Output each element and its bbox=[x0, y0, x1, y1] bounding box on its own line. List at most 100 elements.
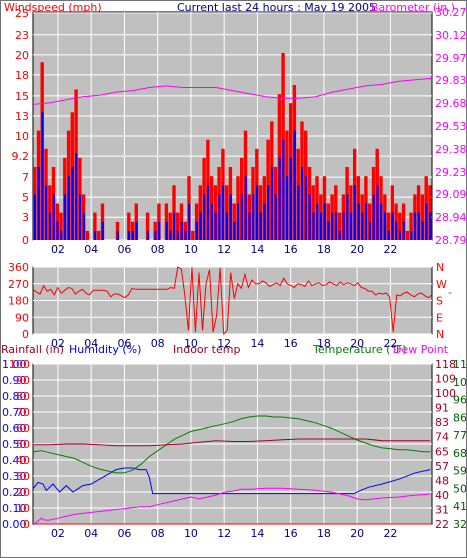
humidity-tick: 0 bbox=[23, 518, 30, 531]
wind-x-tick: 06 bbox=[117, 243, 131, 256]
gust-bar bbox=[194, 203, 199, 240]
wind-x-tick: 10 bbox=[184, 243, 198, 256]
rainfall-tick: 0.20 bbox=[2, 486, 27, 499]
gust-bar bbox=[179, 203, 184, 240]
humidity-tick: 80 bbox=[16, 390, 30, 403]
wind-bar bbox=[267, 185, 270, 240]
direction-left-tick: 0 bbox=[22, 328, 29, 341]
wind-bar bbox=[218, 194, 221, 240]
rainfall-axis-title: Rainfall (in) bbox=[1, 343, 64, 356]
indoor-temp-tick: 57 bbox=[435, 460, 449, 473]
gust-bar bbox=[176, 212, 180, 240]
wind-left-tick: 0 bbox=[22, 234, 29, 247]
wind-bar bbox=[252, 194, 255, 240]
indoor-temp-tick: 109 bbox=[435, 373, 456, 386]
wind-bar bbox=[429, 212, 432, 240]
wind-bar bbox=[49, 212, 52, 240]
humidity-tick: 70 bbox=[16, 406, 30, 419]
indoor-temp-tick: 100 bbox=[435, 387, 456, 400]
rainfall-tick: 0.00 bbox=[2, 518, 27, 531]
wind-x-tick: 18 bbox=[317, 243, 331, 256]
gust-bar bbox=[168, 212, 172, 240]
plots-layer: 02 04 06 08 10 12 14 16 18 20 2203579.210131518202… bbox=[2, 6, 466, 540]
rainfall-tick: 0.30 bbox=[2, 470, 27, 483]
gust-bar bbox=[326, 203, 330, 240]
wind-bar bbox=[222, 185, 225, 240]
wind-bar bbox=[37, 167, 40, 240]
wind-x-tick: 04 bbox=[84, 243, 98, 256]
gust-bar bbox=[145, 212, 150, 240]
gust-bar bbox=[127, 212, 131, 240]
wind-bar bbox=[395, 221, 398, 240]
wind-bar bbox=[282, 139, 285, 240]
temperature-tick: 115 bbox=[453, 358, 466, 371]
temp-x-tick: 20 bbox=[350, 527, 364, 540]
wind-bar bbox=[79, 194, 82, 240]
wind-bar bbox=[199, 212, 202, 240]
wind-bar bbox=[338, 230, 341, 240]
humidity-tick: 90 bbox=[16, 374, 30, 387]
gust-bar bbox=[337, 212, 342, 240]
wind-bar bbox=[263, 203, 266, 240]
wind-left-tick: 3 bbox=[22, 211, 29, 224]
wind-bar bbox=[380, 203, 383, 240]
gust-bar bbox=[394, 203, 398, 240]
temperature-tick: 32 bbox=[453, 518, 466, 531]
indoor-temp-tick: 118 bbox=[435, 358, 456, 371]
humidity-tick: 30 bbox=[16, 470, 30, 483]
barometer-right-tick: 29.53 bbox=[435, 120, 466, 133]
barometer-right-tick: 30.27 bbox=[435, 6, 466, 19]
wind-bar bbox=[335, 212, 338, 240]
indoor-temp-tick: 74 bbox=[435, 431, 449, 444]
wind-bar bbox=[391, 212, 394, 240]
chart-title: Current last 24 hours : May 19 2005 bbox=[177, 1, 376, 14]
wind-left-tick: 5 bbox=[22, 191, 29, 204]
wind-left-tick: 10 bbox=[15, 130, 29, 143]
temp-x-tick: 22 bbox=[383, 527, 397, 540]
gust-bar bbox=[191, 230, 195, 240]
direction-x-tick: 12 bbox=[217, 337, 231, 350]
wind-bar bbox=[94, 230, 97, 240]
rainfall-tick: 0.70 bbox=[2, 406, 27, 419]
barometer-right-tick: 29.68 bbox=[435, 97, 466, 110]
wind-left-tick: 25 bbox=[15, 7, 29, 20]
wind-bar bbox=[214, 212, 217, 240]
indoor-temp-tick: 65 bbox=[435, 445, 449, 458]
barometer-right-tick: 29.38 bbox=[435, 143, 466, 156]
wind-left-tick: 7 bbox=[22, 171, 29, 184]
rainfall-tick: 0.60 bbox=[2, 422, 27, 435]
wind-bar bbox=[327, 221, 330, 240]
wind-bar bbox=[278, 157, 281, 240]
gust-bar bbox=[164, 203, 169, 240]
dewpoint-line bbox=[32, 487, 431, 526]
wind-bar bbox=[346, 194, 349, 240]
direction-right-tick: N bbox=[436, 328, 444, 341]
temp-x-tick: 08 bbox=[151, 527, 165, 540]
temperature-tick: 50 bbox=[453, 482, 466, 495]
direction-left-tick: 180 bbox=[8, 295, 29, 308]
temperature-axis-title: Temperature (°F) bbox=[312, 343, 407, 356]
barometer-axis-title: Barometer (in.) bbox=[371, 1, 455, 14]
wind-bar bbox=[414, 212, 417, 240]
wind-bar bbox=[301, 167, 304, 240]
indoor-temp-tick: 22 bbox=[435, 518, 449, 531]
gust-bar bbox=[386, 212, 391, 240]
wind-bar bbox=[399, 230, 402, 240]
wind-bar bbox=[158, 221, 161, 240]
humidity-tick: 100 bbox=[9, 358, 30, 371]
wind-bar bbox=[305, 176, 308, 240]
direction-left-tick: 90 bbox=[15, 311, 29, 324]
wind-bar bbox=[353, 185, 356, 240]
wind-bar bbox=[297, 185, 300, 240]
temperature-tick: 106 bbox=[453, 376, 466, 389]
wind-left-tick: 9.2 bbox=[12, 150, 30, 163]
wind-bar bbox=[154, 230, 157, 240]
temp-x-tick: 04 bbox=[84, 527, 98, 540]
wind-bar bbox=[376, 185, 379, 240]
gust-bar bbox=[55, 203, 59, 240]
windspeed-axis-title: Windspeed (mph) bbox=[4, 1, 102, 14]
gust-bar bbox=[85, 230, 90, 240]
wind-bar bbox=[71, 167, 74, 240]
